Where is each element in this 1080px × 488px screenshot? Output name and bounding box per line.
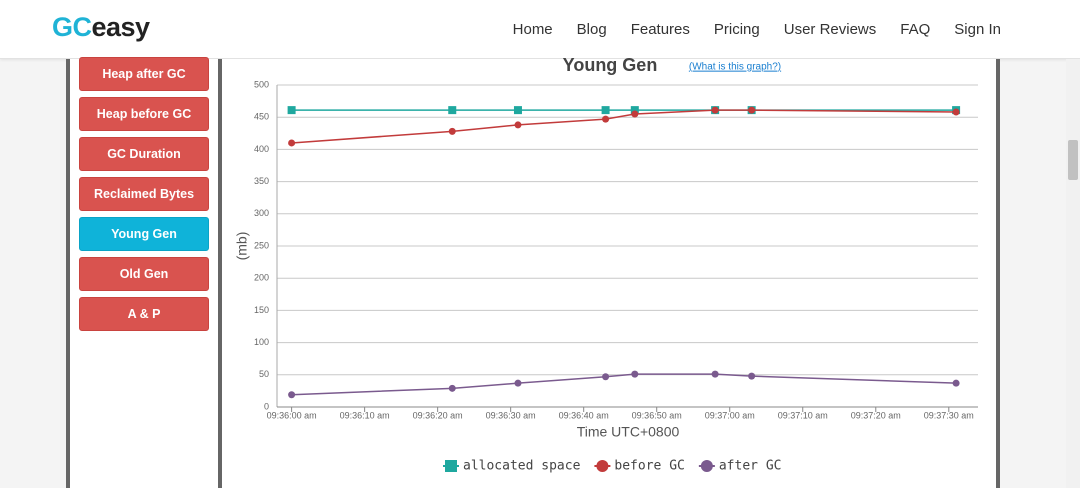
nav-link[interactable]: Features [630,21,690,38]
x-tick-label: 09:37:30 am [924,410,974,420]
nav-link[interactable]: FAQ [900,21,931,38]
y-tick-label: 500 [254,79,269,89]
sidebar-button[interactable]: Young Gen [79,217,209,251]
point [711,370,719,378]
y-tick-label: 300 [254,208,269,218]
x-tick-label: 09:36:30 am [486,410,536,420]
nav-link[interactable]: Sign In [954,21,1001,38]
point [952,379,960,387]
x-axis-label: Time UTC+0800 [577,424,680,440]
scrollbar-thumb[interactable] [1068,140,1078,180]
x-tick-label: 09:36:00 am [267,410,317,420]
sidebar-button[interactable]: Heap before GC [79,97,209,131]
y-tick-label: 250 [254,240,269,250]
nav: Home Blog Features Pricing User Reviews FAQ Si… [489,21,1001,38]
legend-label[interactable]: after GC [719,459,782,474]
y-tick-label: 100 [254,337,269,347]
sidebar-button[interactable]: Old Gen [79,257,209,291]
x-tick-label: 09:37:10 am [778,410,828,420]
point [513,106,522,115]
y-tick-label: 50 [259,369,269,379]
point [748,372,756,380]
legend-marker [445,460,457,472]
nav-link[interactable]: User Reviews [783,21,877,38]
point [602,115,610,123]
series-line [291,109,957,144]
point [448,106,457,115]
point [630,106,639,115]
legend-marker [700,460,713,472]
y-tick-label: 0 [264,401,269,411]
y-tick-label: 350 [254,176,269,186]
sidebar-button[interactable]: A & P [79,297,209,331]
x-tick-label: 09:37:20 am [851,410,901,420]
legend-label[interactable]: allocated space [463,459,581,474]
chart-panel [232,59,990,488]
logo-suffix: easy [91,12,151,42]
x-tick-label: 09:36:20 am [413,410,463,420]
nav-link[interactable]: Pricing [713,21,760,38]
x-tick-label: 09:36:50 am [632,410,682,420]
x-tick-label: 09:36:40 am [559,410,609,420]
y-tick-label: 450 [254,112,269,122]
y-tick-label: 200 [254,273,269,283]
nav-link[interactable]: Blog [576,21,607,38]
header: GCeasy Home Blog Features Pricing User Revie… [0,0,1080,59]
nav-link[interactable]: Home [512,21,553,38]
divider [218,59,222,488]
point [602,373,610,381]
point [631,370,639,378]
logo-prefix: GC [52,12,92,42]
y-tick-label: 150 [254,305,269,315]
point [601,106,610,115]
sidebar-button[interactable]: Heap after GC [79,57,209,91]
point [748,106,756,114]
series-line [291,373,957,396]
point [448,127,456,135]
point [514,379,522,387]
point [711,106,719,114]
point [288,391,296,399]
legend-label[interactable]: before GC [614,459,684,474]
point [287,106,296,115]
sidebar-button[interactable]: GC Duration [79,137,209,171]
sidebar: Heap after GC Heap before GC GC Duration Re… [79,57,209,337]
point [288,139,296,147]
chart-title: Young Gen [563,55,658,75]
y-axis-label: (mb) [234,232,250,261]
sidebar-button[interactable]: Reclaimed Bytes [79,177,209,211]
help-link[interactable]: (What is this graph?) [689,62,781,73]
point [952,108,960,116]
point [631,110,639,118]
point [448,384,456,392]
y-tick-label: 400 [254,144,269,154]
logo[interactable]: GCeasy [52,12,150,43]
legend-marker [596,460,609,472]
x-tick-label: 09:37:00 am [705,410,755,420]
x-tick-label: 09:36:10 am [340,410,390,420]
point [514,121,522,129]
